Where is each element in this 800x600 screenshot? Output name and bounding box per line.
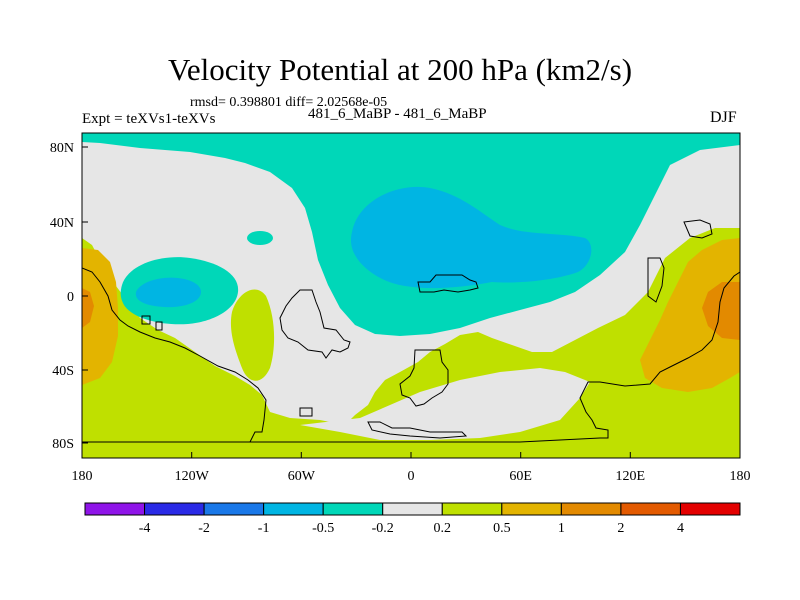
field-cyan-light-blob [247,231,273,245]
lon-label: 120W [175,469,210,484]
colorbar-swatch [382,502,443,516]
coastline-pacific-island [141,315,151,325]
lat-label: 80S [52,437,74,452]
colorbar-swatch [84,502,146,516]
coastline-southern-island [367,421,468,439]
lon-label: 60E [509,469,532,484]
coastline-indonesia [683,219,713,239]
coastline-pacific-island-2 [155,321,163,331]
coastline-eurasia-fragment [417,274,479,293]
lat-labels: 80N 40N 0 40S 80S [50,141,74,452]
coastline-australia-west [647,257,665,303]
lat-ticks [82,146,88,444]
lon-label: 180 [730,469,751,484]
colorbar-swatch [560,502,622,516]
lon-labels: 180 120W 60W 0 60E 120E 180 [72,469,751,484]
stats-label: rmsd= 0.398801 diff= 2.02568e-05 [190,95,388,110]
field-orange-light-west [82,248,118,385]
field-yellow-green-lobe [230,289,275,381]
colorbar-label: 2 [617,521,624,536]
lon-ticks [81,452,741,458]
colorbar-label: 4 [677,521,684,536]
coastline-antarctica [82,267,267,443]
colorbar-label: -2 [198,521,210,536]
colorbar-swatch [144,502,205,516]
colorbar-swatch [679,502,741,516]
colorbar-label: 0.2 [434,521,452,536]
coastline-africa [399,349,449,407]
field-orange-east [702,282,740,340]
coastlines [82,219,740,443]
season-label: DJF [710,109,737,126]
lat-label: 40N [50,216,74,231]
colorbar-label: -1 [258,521,270,536]
coastline-small-island [299,407,313,417]
colorbar-swatch [501,502,562,516]
lat-label: 80N [50,141,74,156]
colorbar-label: 0.5 [493,521,511,536]
colorbar-label: -0.5 [312,521,334,536]
lon-label: 0 [408,469,415,484]
plot-title: Velocity Potential at 200 hPa (km2/s) [167,52,633,87]
map-field [82,133,740,458]
run-label: 481_6_MaBP - 481_6_MaBP [308,106,487,122]
coastline-antarctica-east [250,271,740,443]
lon-label: 60W [288,469,316,484]
lon-label: 120E [616,469,646,484]
colorbar-label: -0.2 [372,521,394,536]
colorbar-swatch [441,502,503,516]
experiment-label: Expt = teXVs1-teXVs [82,111,216,127]
colorbar-swatch [203,502,265,516]
colorbar-label: 1 [558,521,565,536]
field-orange-light-east [640,238,740,392]
colorbar-swatch [263,502,324,516]
field-cyan-core-north [351,186,592,289]
lat-label: 40S [52,364,74,379]
colorbar-label: -4 [139,521,151,536]
coastline-south-america [279,289,351,359]
field-cyan-core-west [135,277,202,308]
field-orange-west [82,288,94,328]
colorbar-swatch [620,502,681,516]
lon-label: 180 [72,469,93,484]
lat-label: 0 [67,290,74,305]
colorbar-swatch [322,502,384,516]
colorbar: -4 -2 -1 -0.5 -0.2 0.2 0.5 1 2 4 [84,502,741,536]
